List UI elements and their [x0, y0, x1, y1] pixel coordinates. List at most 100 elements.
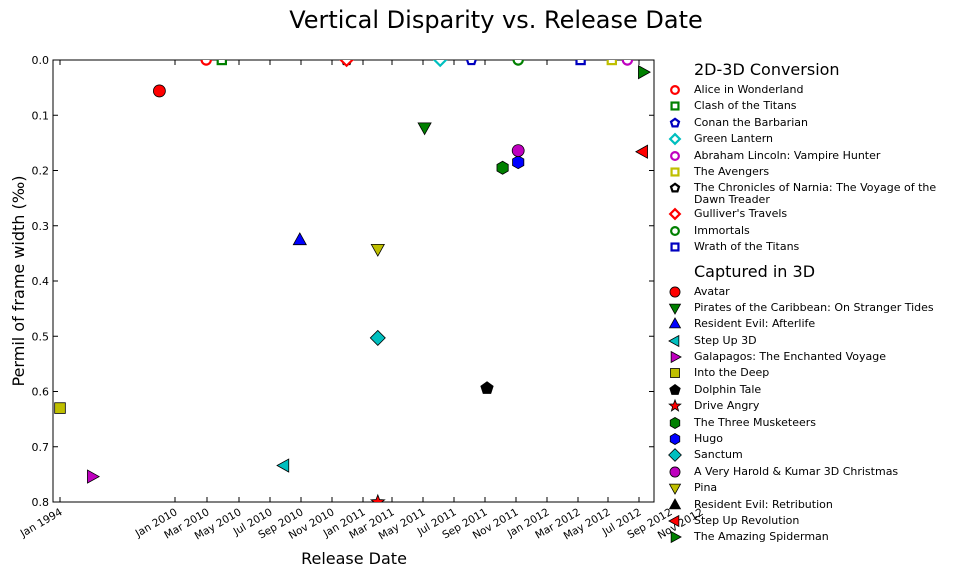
y-tick-label: 0.7: [32, 441, 50, 454]
legend-marker: [668, 303, 682, 315]
legend-item: Drive Angry: [664, 398, 954, 414]
legend-label: Sanctum: [694, 448, 743, 462]
y-tick-label: 0.2: [32, 165, 50, 178]
legend-marker-shape: [668, 497, 682, 509]
legend-item: Alice in Wonderland: [664, 82, 954, 98]
legend-item: Dolphin Tale: [664, 382, 954, 398]
legend-marker-shape: [670, 225, 680, 236]
legend-label: Wrath of the Titans: [694, 240, 800, 254]
legend-marker: [669, 466, 681, 478]
legend-marker-shape: [670, 101, 680, 111]
legend-label: Step Up Revolution: [694, 513, 800, 527]
legend-item: The Amazing Spiderman: [664, 529, 954, 545]
data-point: [87, 469, 100, 484]
legend-marker-shape: [670, 368, 680, 379]
legend-label: Avatar: [694, 284, 730, 298]
legend-item: The Avengers: [664, 164, 954, 180]
data-point: [276, 458, 290, 473]
legend-marker: [668, 317, 682, 329]
legend-marker: [670, 85, 680, 95]
legend-marker: [668, 497, 682, 509]
legend-item: Sanctum: [664, 447, 954, 463]
data-point: [292, 232, 307, 246]
legend-marker-shape: [668, 132, 682, 146]
y-tick-label: 0.6: [32, 386, 50, 399]
data-point: [638, 64, 651, 80]
legend-marker: [669, 117, 681, 128]
y-tick-label: 0.5: [32, 330, 50, 343]
legend-label: Resident Evil: Retribution: [694, 497, 833, 511]
legend-marker: [668, 514, 680, 528]
legend-item: Galapagos: The Enchanted Voyage: [664, 349, 954, 365]
legend-marker-shape: [668, 514, 680, 528]
legend-item: Step Up 3D: [664, 333, 954, 349]
legend-item: Resident Evil: Afterlife: [664, 316, 954, 332]
legend-marker: [669, 383, 681, 395]
y-tick-label: 0.8: [32, 496, 50, 509]
legend-label: Dolphin Tale: [694, 382, 762, 396]
y-axis-ticks: 0.0 0.1 0.2 0.3 0.4 0.5 0.6 0.7 0.8: [32, 54, 654, 509]
legend-item: Gulliver's Travels: [664, 206, 954, 222]
legend-marker: [668, 399, 682, 413]
legend-marker-shape: [669, 182, 681, 193]
x-tick-label: Jan 1994: [18, 506, 65, 540]
legend-item: Pirates of the Caribbean: On Stranger Ti…: [664, 300, 954, 316]
legend-marker: [669, 182, 681, 193]
legend-marker-shape: [668, 448, 682, 463]
legend-marker-shape: [669, 466, 681, 478]
legend-label: Alice in Wonderland: [694, 83, 804, 96]
legend-marker: [670, 531, 682, 544]
data-point: [216, 60, 227, 66]
legend-item: Hugo: [664, 431, 954, 447]
legend-marker-shape: [668, 334, 680, 347]
legend-marker: [670, 225, 680, 236]
data-point: [153, 84, 166, 98]
legend-item: Abraham Lincoln: Vampire Hunter: [664, 148, 954, 164]
legend-label: The Three Musketeers: [694, 415, 816, 429]
data-point: [480, 381, 494, 394]
legend-item: Conan the Barbarian: [664, 115, 954, 131]
legend-marker-shape: [670, 167, 680, 177]
legend-label: Drive Angry: [694, 399, 760, 413]
legend-group-title: 2D-3D Conversion: [694, 60, 840, 79]
legend-label: The Amazing Spiderman: [694, 530, 829, 544]
legend-item: A Very Harold & Kumar 3D Christmas: [664, 464, 954, 480]
legend-item: Green Lantern: [664, 131, 954, 147]
data-point: [54, 402, 66, 414]
legend-item: Clash of the Titans: [664, 98, 954, 114]
legend-marker: [669, 286, 681, 297]
legend-label: Hugo: [694, 432, 723, 446]
legend-marker: [668, 448, 682, 463]
legend-marker-shape: [669, 117, 681, 128]
data-point: [200, 60, 212, 66]
y-tick-label: 0.1: [32, 109, 50, 122]
legend-item: Wrath of the Titans: [664, 239, 954, 255]
legend-group-title: Captured in 3D: [694, 261, 816, 281]
legend-marker-shape: [668, 207, 682, 221]
data-point: [369, 493, 386, 502]
legend-marker-shape: [669, 383, 681, 395]
legend-marker-shape: [670, 85, 680, 95]
legend-label: Gulliver's Travels: [694, 207, 788, 221]
legend-label: Step Up 3D: [694, 333, 757, 347]
legend-label: Immortals: [694, 223, 750, 237]
data-point: [370, 244, 385, 257]
y-tick-label: 0.3: [32, 220, 50, 233]
legend-label: The Chronicles of Narnia: The Voyage of …: [694, 181, 937, 207]
legend-item: Avatar: [664, 284, 954, 300]
data-point: [339, 60, 354, 68]
legend-marker-shape: [669, 416, 681, 429]
legend-marker-shape: [668, 399, 682, 413]
data-point: [369, 329, 386, 346]
legend-label: Green Lantern: [694, 132, 774, 146]
chart-title: Vertical Disparity vs. Release Date: [289, 6, 703, 34]
legend-marker: [668, 483, 682, 496]
legend-item: Resident Evil: Retribution: [664, 497, 954, 513]
legend-group: 2D-3D Conversion Alice in Wonderland Clash…: [664, 60, 954, 256]
legend-marker-shape: [669, 433, 681, 445]
legend-label: A Very Harold & Kumar 3D Christmas: [694, 464, 899, 478]
legend-marker-shape: [670, 242, 680, 252]
data-point: [432, 60, 448, 68]
